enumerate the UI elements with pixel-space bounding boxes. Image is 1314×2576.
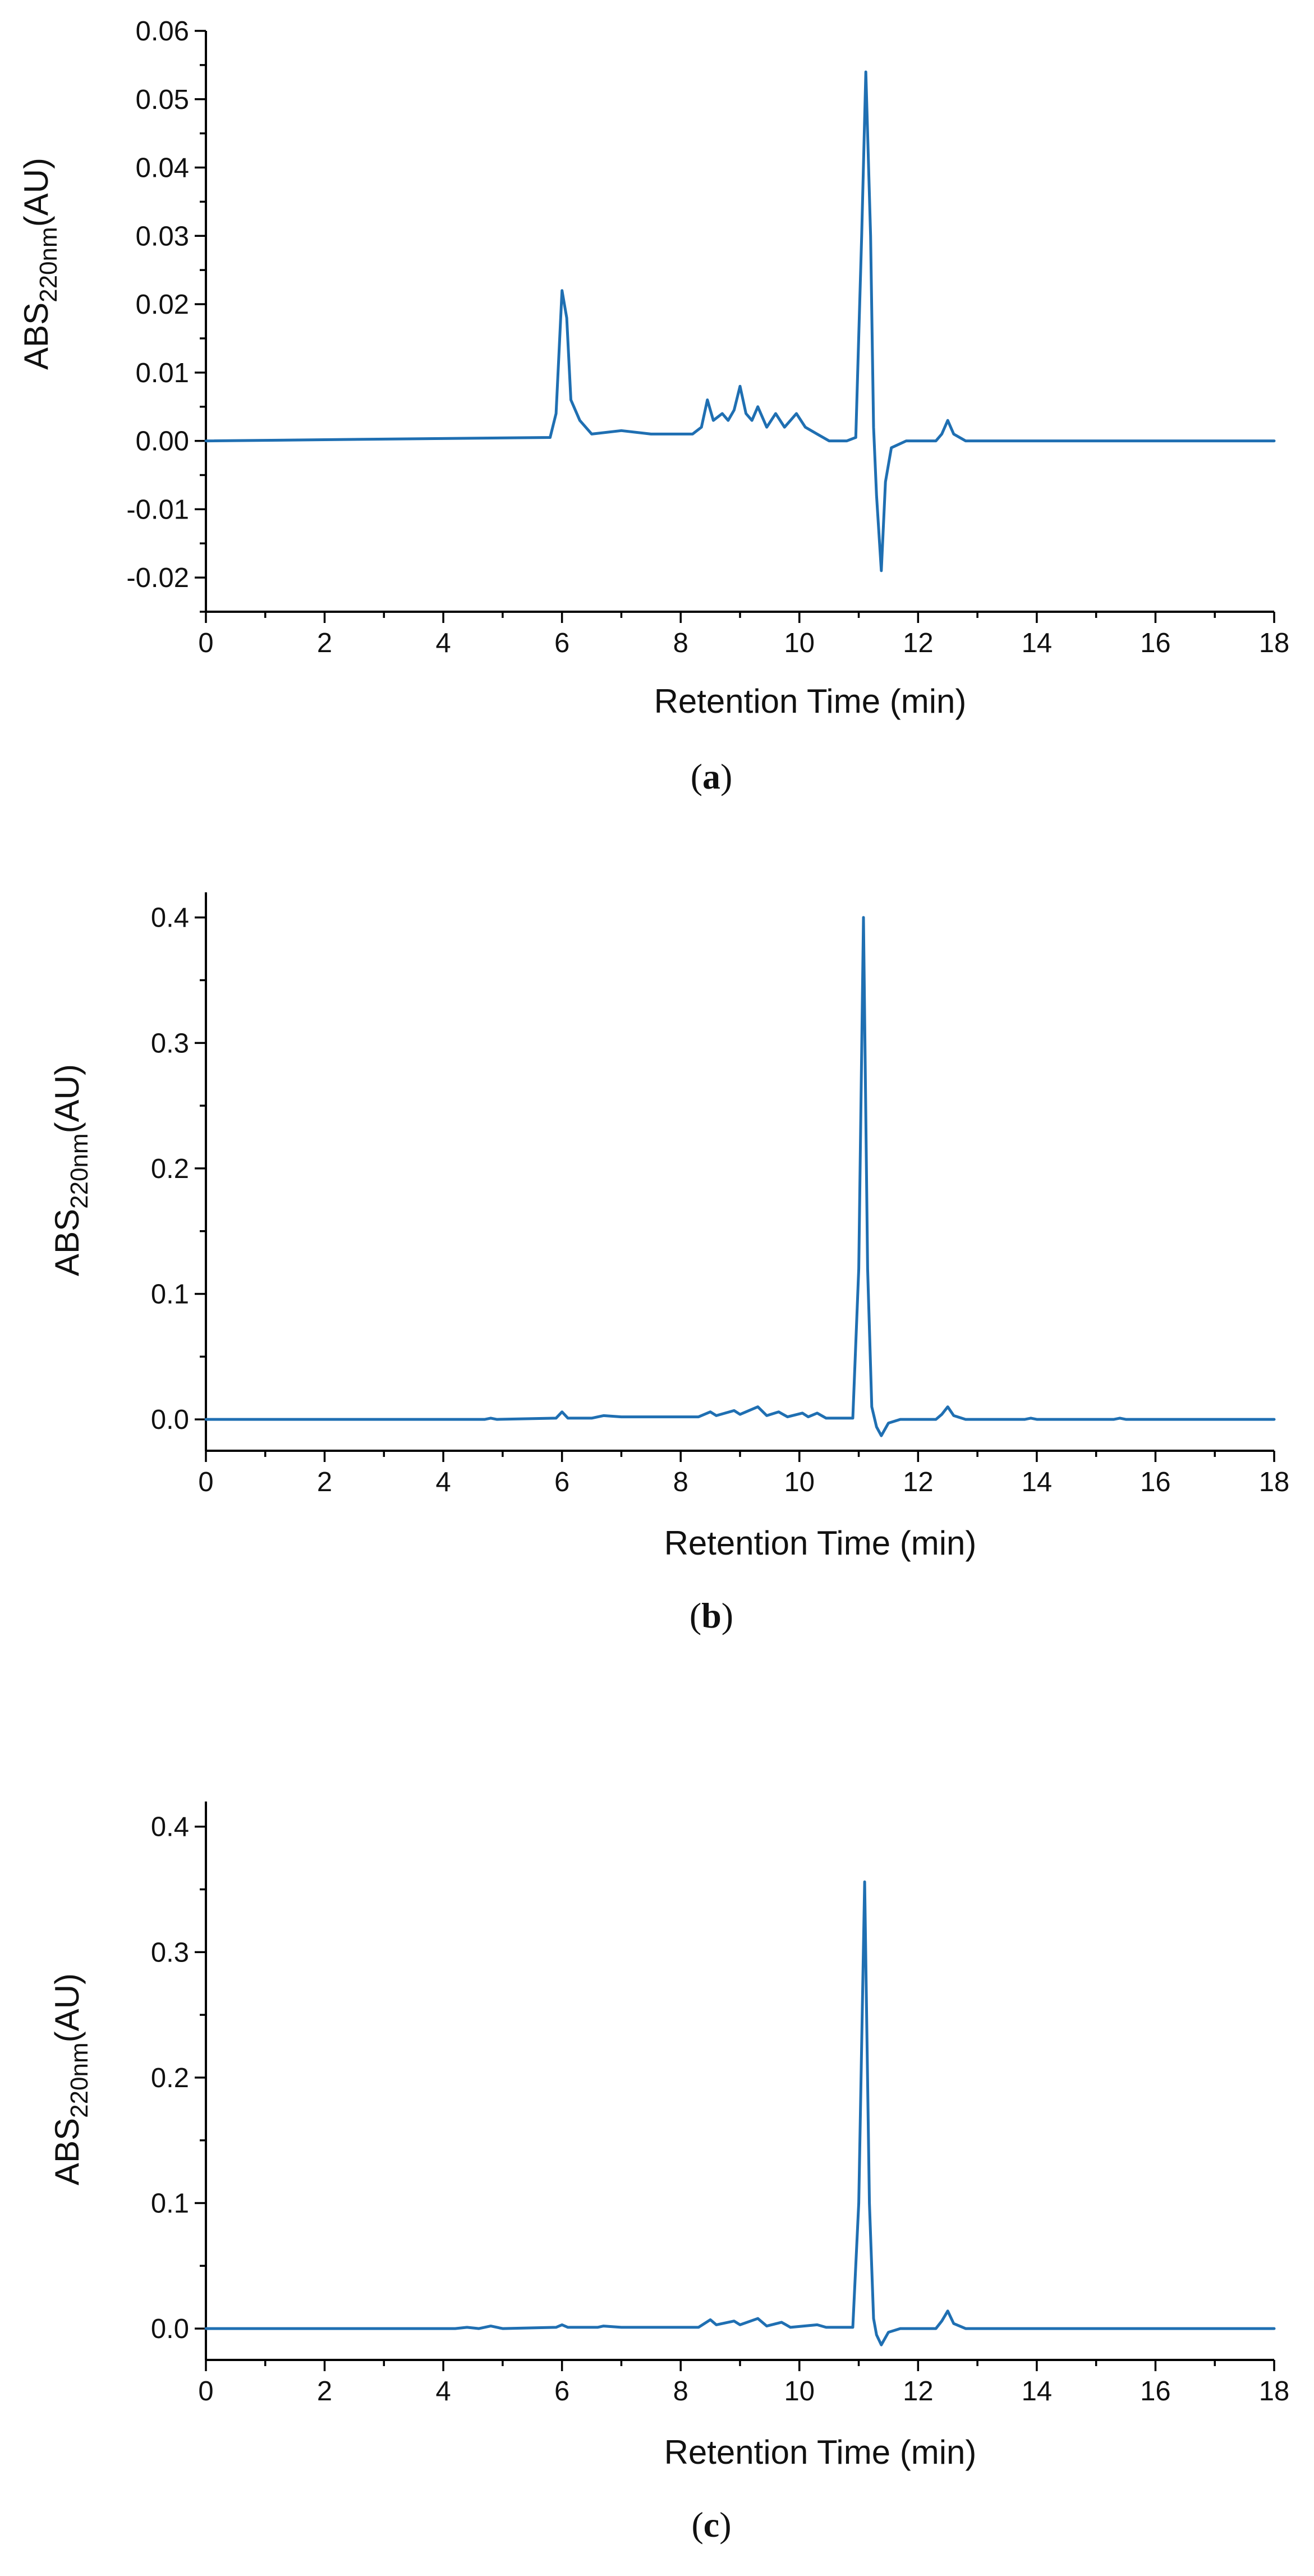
panel-b-y-tick-label: 0.0 (151, 1405, 189, 1435)
panel-c-y-tick-label: 0.0 (151, 2314, 189, 2344)
panel-c-caption-letter: c (704, 2505, 719, 2545)
panel-a-y-axis-title-main: ABS (17, 302, 55, 370)
panel-c: 0.0 0.1 0.2 0.3 0.4 0 2 4 6 8 10 12 14 16 18 Retentio… (48, 1802, 1289, 2545)
panel-c-x-ticks: 0 2 4 6 8 10 12 14 16 18 (198, 2360, 1289, 2407)
panel-a-y-ticks: -0.02 -0.01 0.00 0.01 0.02 0.03 0.04 0.05 0.06 (126, 16, 206, 613)
panel-c-x-tick-label: 8 (673, 2376, 688, 2407)
panel-b-chromatogram-trace (204, 916, 1276, 1437)
panel-c-y-tick-label: 0.3 (151, 1937, 189, 1968)
panel-c-axes (205, 1802, 1274, 2361)
panel-a-x-tick-label: 0 (198, 628, 213, 658)
panel-b-caption-close: ) (722, 1596, 733, 1635)
panel-a-y-tick-label: 0.02 (136, 290, 189, 320)
panel-a-x-tick-label: 18 (1259, 628, 1290, 658)
panel-a-x-tick-label: 12 (903, 628, 934, 658)
panel-b-y-ticks: 0.0 0.1 0.2 0.3 0.4 (151, 903, 206, 1435)
panel-b-x-ticks: 0 2 4 6 8 10 12 14 16 18 (198, 1451, 1289, 1497)
panel-b-x-tick-label: 18 (1259, 1467, 1290, 1497)
panel-b-x-tick-label: 6 (554, 1467, 569, 1497)
panel-a-y-axis-title: ABS220nm(AU) (17, 158, 62, 370)
panel-b-x-tick-label: 14 (1022, 1467, 1053, 1497)
panel-b-x-axis-title: Retention Time (min) (664, 1524, 977, 1562)
panel-b-x-tick-label: 0 (198, 1467, 213, 1497)
panel-b-x-tick-label: 4 (435, 1467, 451, 1497)
panel-c-y-tick-label: 0.1 (151, 2189, 189, 2219)
panel-c-y-tick-label: 0.2 (151, 2063, 189, 2093)
panel-b-y-tick-label: 0.3 (151, 1028, 189, 1058)
panel-a-y-tick-label: 0.00 (136, 427, 189, 457)
panel-b-x-tick-label: 10 (784, 1467, 815, 1497)
panel-c-x-axis-title: Retention Time (min) (664, 2433, 977, 2471)
panel-b-x-tick-label: 16 (1140, 1467, 1171, 1497)
panel-a-x-tick-label: 8 (673, 628, 688, 658)
panel-c-x-tick-label: 18 (1259, 2376, 1290, 2407)
panel-a-x-tick-label: 14 (1022, 628, 1053, 658)
panel-b-y-tick-label: 0.1 (151, 1280, 189, 1310)
panel-a-x-tick-label: 4 (435, 628, 451, 658)
panel-c-caption-open: ( (691, 2505, 703, 2545)
panel-a-y-tick-label: 0.04 (136, 153, 189, 184)
panel-b-plot-area (204, 916, 1276, 1437)
panel-b-y-axis-title: ABS220nm(AU) (48, 1064, 93, 1276)
panel-c-x-tick-label: 0 (198, 2376, 213, 2407)
panel-a-x-tick-label: 16 (1140, 628, 1171, 658)
panel-a-caption: (a) (691, 757, 733, 796)
panel-a-x-tick-label: 6 (554, 628, 569, 658)
panel-a-axes (205, 31, 1274, 613)
panel-a-chromatogram-trace (204, 70, 1276, 572)
panel-a-plot-area (204, 70, 1276, 572)
panel-b-caption-letter: b (701, 1596, 722, 1635)
panel-a: -0.02 -0.01 0.00 0.01 0.02 0.03 0.04 0.05 0.06 0… (17, 16, 1289, 796)
panel-c-x-tick-label: 10 (784, 2376, 815, 2407)
panel-c-caption: (c) (691, 2505, 731, 2545)
panel-b: 0.0 0.1 0.2 0.3 0.4 0 2 4 6 8 10 12 14 16 18 Retentio… (48, 892, 1289, 1635)
panel-a-x-axis-title: Retention Time (min) (654, 682, 967, 720)
panel-c-x-tick-label: 12 (903, 2376, 934, 2407)
panel-b-caption-open: ( (690, 1596, 701, 1635)
panel-a-x-ticks: 0 2 4 6 8 10 12 14 16 18 (198, 612, 1289, 658)
panel-a-x-tick-label: 2 (317, 628, 332, 658)
panel-c-x-tick-label: 14 (1022, 2376, 1053, 2407)
panel-c-chromatogram-trace (204, 1880, 1276, 2346)
panel-c-y-axis-title-main: ABS (48, 2118, 86, 2185)
panel-b-x-tick-label: 12 (903, 1467, 934, 1497)
panel-a-y-tick-label: 0.06 (136, 16, 189, 47)
panel-c-caption-close: ) (719, 2505, 731, 2545)
panel-c-x-tick-label: 4 (435, 2376, 451, 2407)
panel-c-y-axis-title-unit: (AU) (48, 1973, 86, 2042)
panel-c-x-tick-label: 6 (554, 2376, 569, 2407)
panel-b-y-axis-title-subscript: 220nm (66, 1133, 93, 1209)
panel-c-y-axis-title-subscript: 220nm (66, 2042, 93, 2118)
panel-a-y-tick-label: -0.01 (126, 494, 189, 525)
panel-a-caption-close: ) (720, 757, 732, 796)
panel-b-caption: (b) (690, 1596, 733, 1635)
panel-c-plot-area (204, 1880, 1276, 2346)
panel-a-caption-open: ( (691, 757, 702, 796)
panel-b-y-tick-label: 0.2 (151, 1154, 189, 1184)
panel-c-x-tick-label: 16 (1140, 2376, 1171, 2407)
panel-a-y-axis-title-unit: (AU) (17, 158, 55, 227)
panel-b-y-tick-label: 0.4 (151, 903, 189, 933)
panel-b-x-tick-label: 8 (673, 1467, 688, 1497)
panel-c-x-tick-label: 2 (317, 2376, 332, 2407)
panel-b-y-axis-title-main: ABS (48, 1209, 86, 1276)
panel-a-y-tick-label: 0.03 (136, 221, 189, 251)
panel-b-axes (205, 892, 1274, 1452)
panel-a-caption-letter: a (702, 757, 720, 796)
panel-a-y-tick-label: -0.02 (126, 563, 189, 593)
panel-b-x-tick-label: 2 (317, 1467, 332, 1497)
panel-c-y-tick-label: 0.4 (151, 1812, 189, 1842)
panel-a-y-tick-label: 0.05 (136, 85, 189, 115)
panel-a-x-tick-label: 10 (784, 628, 815, 658)
panel-a-y-axis-title-subscript: 220nm (35, 227, 62, 302)
panel-a-y-tick-label: 0.01 (136, 358, 189, 388)
panel-c-y-ticks: 0.0 0.1 0.2 0.3 0.4 (151, 1812, 206, 2344)
panel-b-y-axis-title-unit: (AU) (48, 1064, 86, 1133)
panel-c-y-axis-title: ABS220nm(AU) (48, 1973, 93, 2185)
